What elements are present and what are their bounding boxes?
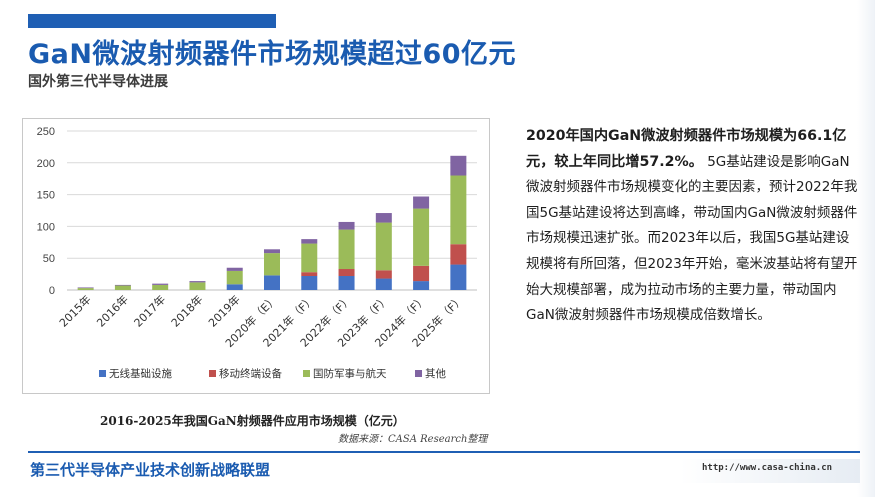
headline-text: 2020年国内GaN微波射频器件市场规模为66.1亿元，较上年同比增57.2%。 [526,128,847,170]
legend-swatch [415,370,422,377]
bar-segment [413,281,430,290]
bar-segment [301,272,318,277]
y-tick-label: 150 [37,190,55,202]
x-tick-label: 2019年 [205,292,242,329]
chart-source: 数据来源：CASA Research整理 [338,434,488,445]
bar-segment [77,288,94,290]
x-tick-label: 2015年 [56,292,93,329]
bar-segment [226,284,243,290]
bar-segment [77,287,94,289]
legend-label: 国防军事与航天 [313,367,387,380]
footer-divider [28,451,860,453]
bar-segment [301,239,318,244]
bar-segment [338,229,355,270]
footer-strip [680,459,860,483]
legend-label: 其他 [425,367,446,380]
stacked-bar-chart: 0 50 100 150 200 250 2015年 2016年 2017年 2018年 2019年… [37,126,477,380]
page-subtitle: 国外第三代半导体进展 [28,74,168,90]
bar-segment [413,265,430,282]
legend-swatch [209,370,216,377]
legend-label: 无线基础设施 [109,367,172,380]
bar-segment [301,243,318,273]
bar-segment [226,270,243,285]
bar-segment [338,221,355,230]
bar-segment [264,275,280,290]
y-tick-label: 250 [37,126,55,138]
x-tick-label: 2018年 [168,292,205,329]
chart-caption: 2016-2025年我国GaN射频器件应用市场规模（亿元） [100,414,405,428]
bar-segment [338,276,355,290]
right-edge-decoration [857,0,875,497]
legend-label: 移动终端设备 [219,367,282,380]
bar-segment [189,282,206,290]
bar-segment [152,284,169,290]
bar-segment [226,267,243,271]
bar-segment [375,213,392,223]
bar-segment [114,285,131,290]
body-text: 5G基站建设是影响GaN微波射频器件市场规模变化的主要因素，预计2022年我国5… [526,153,858,324]
x-tick-label: 2016年 [94,292,131,329]
bar-segment [450,264,467,290]
footer-url[interactable]: http://www.casa-china.cn [702,463,833,473]
bar-segment [450,244,467,265]
legend-swatch [303,370,310,377]
bar-segment [375,270,392,279]
bar-segment [264,253,280,276]
bar-segment [413,208,430,266]
chart-panel: 0 50 100 150 200 250 2015年 2016年 2017年 2018年 2019年… [22,118,490,394]
y-tick-label: 100 [37,221,55,233]
bar-segment [375,222,392,271]
bar-segment [338,269,355,277]
bar-segment [450,155,467,176]
description-panel: 2020年国内GaN微波射频器件市场规模为66.1亿元，较上年同比增57.2%。… [526,124,860,329]
legend-swatch [99,370,106,377]
bar-segment [375,278,392,290]
bar-segment [152,283,169,285]
y-tick-label: 50 [43,253,55,265]
y-tick-label: 200 [37,158,55,170]
y-tick-label: 0 [49,285,55,297]
header-accent-bar [28,14,276,28]
bar-segment [301,276,318,290]
bar-segment [413,196,430,209]
bar-segment [450,175,467,245]
footer-organization: 第三代半导体产业技术创新战略联盟 [30,461,271,479]
bar-segment [114,284,131,286]
bar-segment [189,281,206,283]
page-title: GaN微波射频器件市场规模超过60亿元 [28,39,517,70]
x-tick-label: 2017年 [131,292,168,329]
bar-segment [264,249,280,254]
